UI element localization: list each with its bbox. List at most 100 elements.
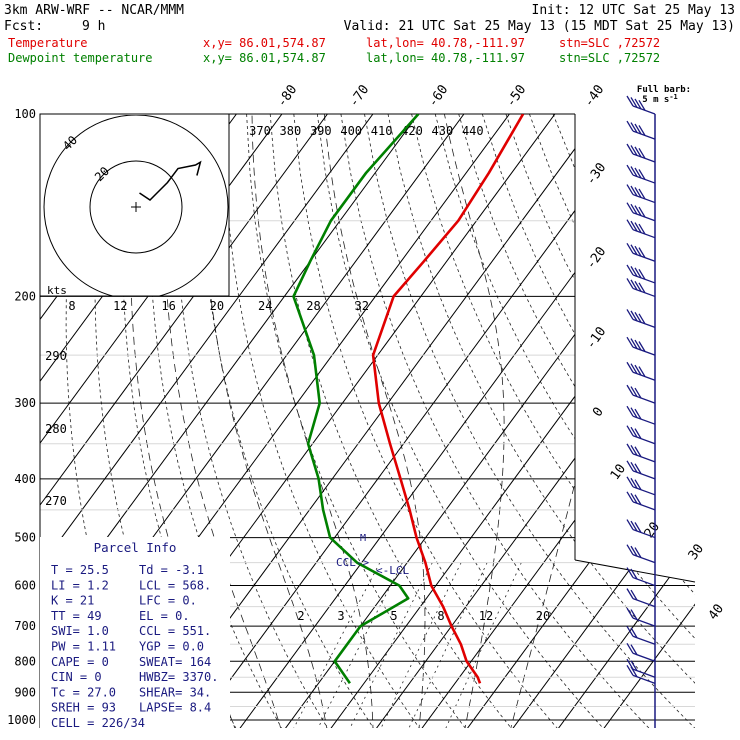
wind-barb [626, 460, 656, 480]
dry-adiabat-line [458, 114, 695, 728]
parcel-info-background [40, 537, 230, 728]
wind-barb-flag [634, 187, 642, 198]
isotherm-label-text: 20 [642, 520, 663, 541]
wind-barb [626, 336, 656, 356]
isotherm-label-text: -40 [581, 82, 607, 110]
dry-adiabat-line [316, 114, 608, 728]
wind-barb-flag [626, 309, 634, 320]
wind-barb-flag [626, 202, 634, 214]
barb-key-line1: Full barb: [637, 85, 691, 95]
wind-barb-flag [626, 460, 634, 472]
isotherm-label: -20 [583, 244, 609, 272]
wind-barb-flag [630, 363, 638, 375]
wind-barb-flag [634, 408, 642, 420]
wind-barb-flag [634, 146, 642, 158]
wind-barb-flag [634, 267, 642, 279]
dry-adiabat-line [434, 114, 695, 728]
wind-barb-flag [638, 100, 646, 111]
hodograph-ring-40 [43, 115, 229, 296]
wind-barb-flag [630, 545, 638, 557]
parcel-info-left: LI = 1.2 [51, 578, 109, 592]
pressure-label: 700 [14, 619, 36, 633]
parcel-info-right: CCL = 551. [139, 624, 211, 638]
moist-adiabat-line [251, 114, 374, 728]
wind-barb-flag [634, 522, 642, 533]
wind-barb [626, 120, 656, 140]
temperature-legend-station: stn=SLC ,72572 [559, 36, 660, 50]
wind-barb-flag [630, 244, 638, 256]
wind-barb-flag [638, 247, 646, 258]
wind-barb-flag [634, 339, 642, 351]
mixing-ratio-line [378, 562, 462, 728]
hodograph-scale-label: 32 [355, 299, 369, 313]
parcel-info-right: EL = 0. [139, 609, 190, 623]
dry-adiabat-line [293, 114, 562, 728]
parcel-info-left: T = 25.5 [51, 563, 109, 577]
hodograph-scale-label: 20 [210, 299, 224, 313]
dry-adiabat-line [246, 114, 470, 728]
wind-barb-flag [630, 407, 638, 418]
isotherm-label: 0 [590, 405, 607, 420]
dewpoint-legend-xy: x,y= 86.01,574.87 [203, 51, 326, 65]
hodograph-scale-label: 12 [113, 299, 127, 313]
wind-barb-flag [630, 492, 638, 504]
barb-key-line2: 5 m s-1 [642, 93, 678, 105]
dewpoint-legend-label: Dewpoint temperature [8, 51, 153, 65]
wind-barb [626, 361, 656, 381]
pressure-label: 900 [14, 685, 36, 699]
parcel-info-right: YGP = 0.0 [139, 640, 204, 654]
mixing-ratio-label: 5 [390, 609, 397, 623]
pressure-label: 100 [14, 107, 36, 121]
wind-barb-flag [634, 98, 642, 110]
dry-adiabat-line [222, 114, 424, 728]
parcel-info-left: PW = 1.11 [51, 640, 116, 654]
mixing-ratio-line [406, 562, 488, 728]
wind-barb-flag [626, 384, 634, 396]
wind-barb-flag [634, 387, 642, 399]
pressure-label: 200 [14, 289, 36, 303]
isotherm-label-text: 40 [706, 602, 727, 623]
wind-barb-flag [626, 336, 634, 348]
mixing-ratio-label: 2 [297, 609, 304, 623]
dry-adiabat-line [529, 114, 695, 728]
pressure-label: 600 [14, 579, 36, 593]
dry-adiabat-line [552, 114, 695, 728]
wind-barb-flag [638, 313, 646, 325]
parcel-info-right: LFC = 0. [139, 594, 197, 608]
wind-barb [626, 588, 656, 608]
hodograph-frame [39, 113, 230, 297]
isotherm-line [40, 114, 419, 728]
wind-barb-flag [630, 266, 638, 277]
lcl-marker: <-LCL [376, 564, 409, 577]
mixing-ratio-lines [291, 562, 522, 728]
isotherm-line [549, 114, 695, 728]
temperature-legend-latlon: lat,lon= 40.78,-111.97 [366, 36, 525, 50]
dry-adiabat-line [576, 114, 695, 728]
theta-e-label: 400 [340, 124, 362, 138]
isotherm-label: 30 [686, 542, 707, 563]
wind-barb-flag [634, 123, 642, 135]
hodograph-ring-20 [89, 160, 183, 254]
wind-barb-flag [626, 405, 634, 417]
moist-adiabat-line [509, 114, 638, 728]
wind-barb-flag [638, 188, 646, 200]
ccl-marker: CCL-> [336, 556, 369, 569]
isotherm-label-text: -20 [583, 244, 609, 272]
wind-barb-flag [626, 95, 634, 107]
parcel-info-left: CIN = 0 [51, 670, 102, 684]
wind-barb-flag [630, 477, 638, 489]
moist-adiabat-line [444, 114, 505, 728]
dry-adiabat-line [646, 114, 695, 728]
wind-barb-flag [630, 279, 638, 291]
wind-barb-flag [634, 222, 642, 233]
parcel-info-left: CAPE = 0 [51, 655, 109, 669]
wind-barb-flag [626, 164, 634, 176]
isotherm-label-text: -10 [583, 324, 609, 352]
isotherm-label-text: -80 [274, 82, 300, 110]
wind-barb-flag [638, 223, 646, 235]
wind-barb [626, 642, 656, 662]
wind-barb-flag [630, 338, 638, 349]
sounding-series [292, 114, 525, 685]
